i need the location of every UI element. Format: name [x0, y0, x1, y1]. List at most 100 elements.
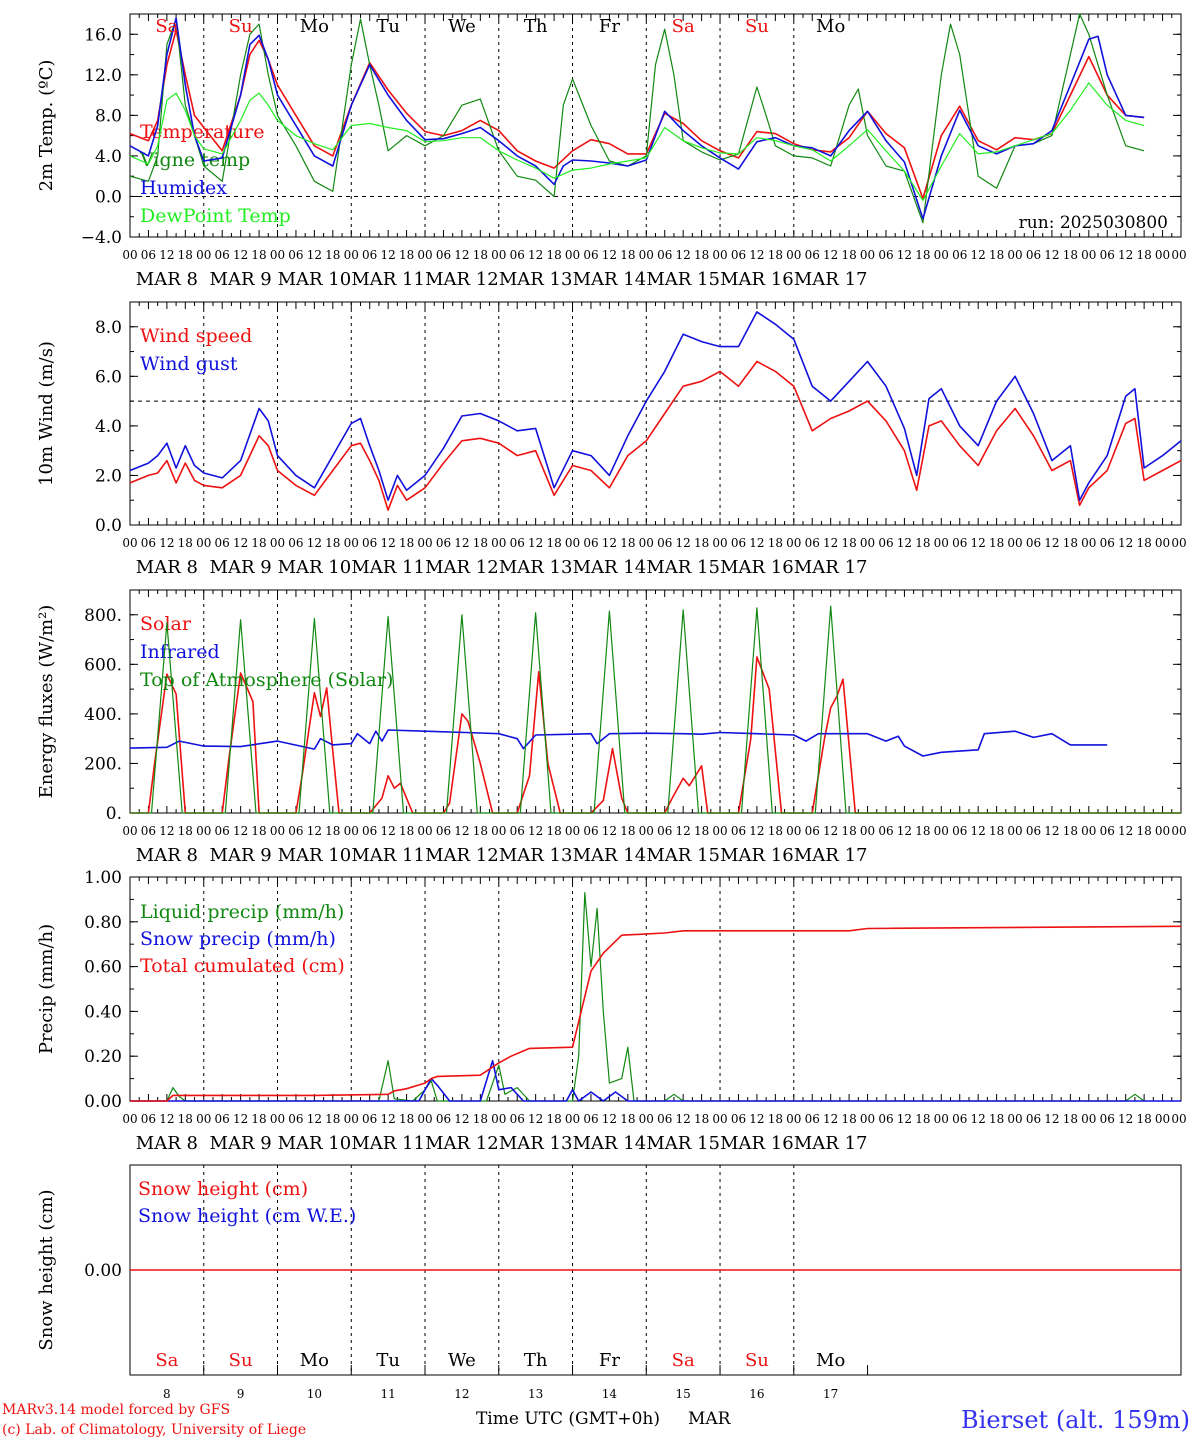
- y-axis-label: Snow height (cm): [36, 1189, 57, 1350]
- hour-tick-label: 18: [546, 1112, 561, 1126]
- y-tick-label: 1.00: [84, 868, 122, 888]
- hour-tick-label: 06: [362, 248, 377, 262]
- hour-tick-label: 12: [971, 536, 986, 550]
- panel-1: 16.0 12.0 8.0 4.0 0.0 −4.0 2m Temp. (ºC) Temper…: [36, 13, 1187, 290]
- day-name-label: Sa: [155, 16, 178, 37]
- hour-tick-label: 00: [122, 536, 137, 550]
- hour-tick-label: 18: [989, 1112, 1004, 1126]
- hour-tick-label: 18: [546, 248, 561, 262]
- hour-tick-label: 00: [1171, 248, 1186, 262]
- hour-tick-label: 06: [141, 1112, 156, 1126]
- hour-tick-label: 12: [233, 536, 248, 550]
- hour-tick-label: 06: [1100, 536, 1115, 550]
- day-name-label: Fr: [599, 16, 620, 37]
- y-tick-label: 800.: [84, 606, 122, 626]
- hour-tick-label: 12: [528, 536, 543, 550]
- hour-tick-label: 12: [602, 536, 617, 550]
- hour-tick-label: 06: [436, 824, 451, 838]
- y-tick-label: 200.: [84, 754, 122, 774]
- hour-tick-label: 12: [602, 824, 617, 838]
- hour-tick-label: 18: [620, 824, 635, 838]
- hour-tick-label: 18: [473, 536, 488, 550]
- hour-tick-label: 00: [1171, 536, 1186, 550]
- hour-tick-label: 06: [657, 248, 672, 262]
- hour-tick-label: 06: [583, 536, 598, 550]
- hour-tick-label: 00: [1155, 536, 1170, 550]
- day-name-label: Tu: [376, 1350, 400, 1371]
- hour-tick-label: 18: [1136, 824, 1151, 838]
- hour-tick-label: 00: [417, 1112, 432, 1126]
- day-name-label: Su: [745, 16, 769, 37]
- series-line-infrared: [129, 729, 1108, 757]
- day-number-label: 12: [454, 1387, 469, 1401]
- legend-entry: Snow height (cm W.E.): [138, 1205, 356, 1227]
- hour-tick-label: 06: [362, 536, 377, 550]
- hour-tick-label: 18: [694, 1112, 709, 1126]
- hour-tick-label: 06: [141, 536, 156, 550]
- legend-entry: DewPoint Temp: [140, 205, 291, 227]
- plot-frame: [129, 301, 1182, 526]
- hour-tick-label: 12: [454, 248, 469, 262]
- y-tick-label: 400.: [84, 705, 122, 725]
- hour-tick-label: 12: [233, 1112, 248, 1126]
- credit-lab: (c) Lab. of Climatology, University of L…: [2, 1422, 306, 1438]
- hour-tick-label: 06: [878, 536, 893, 550]
- series-line-dewpoint-temp: [129, 82, 1145, 202]
- day-name-label: Sa: [155, 1350, 178, 1371]
- hour-tick-label: 18: [915, 824, 930, 838]
- hour-tick-label: 12: [749, 824, 764, 838]
- date-label: MAR 16: [720, 557, 794, 578]
- hour-tick-label: 06: [878, 248, 893, 262]
- hour-tick-label: 06: [215, 824, 230, 838]
- date-label: MAR 17: [794, 845, 868, 866]
- x-axis-month: MAR: [688, 1409, 732, 1429]
- day-name-label: Th: [524, 1350, 548, 1371]
- hour-tick-label: 00: [565, 1112, 580, 1126]
- date-label: MAR 17: [794, 269, 868, 290]
- hour-tick-label: 18: [251, 1112, 266, 1126]
- y-tick-label: 0.80: [84, 913, 122, 933]
- hour-tick-label: 18: [620, 248, 635, 262]
- hour-tick-label: 12: [602, 248, 617, 262]
- hour-tick-label: 00: [639, 536, 654, 550]
- hour-tick-label: 12: [528, 824, 543, 838]
- plot-frame: [129, 13, 1182, 238]
- hour-tick-label: 06: [731, 1112, 746, 1126]
- hour-tick-label: 12: [380, 824, 395, 838]
- hour-tick-label: 18: [1136, 536, 1151, 550]
- y-tick-label: 6.0: [95, 367, 122, 387]
- hour-tick-label: 18: [768, 536, 783, 550]
- hour-tick-label: 00: [491, 248, 506, 262]
- hour-tick-label: 06: [731, 824, 746, 838]
- hour-tick-label: 12: [823, 248, 838, 262]
- legend-entry: Snow height (cm): [138, 1178, 308, 1200]
- hour-tick-label: 06: [215, 248, 230, 262]
- hour-tick-label: 12: [897, 248, 912, 262]
- date-label: MAR 13: [499, 269, 573, 290]
- hour-tick-label: 12: [1044, 536, 1059, 550]
- date-label: MAR 9: [210, 845, 272, 866]
- series-line-solar: [130, 656, 1181, 814]
- hour-tick-label: 12: [380, 1112, 395, 1126]
- day-name-label: Fr: [599, 1350, 620, 1371]
- day-name-label: Su: [745, 1350, 769, 1371]
- legend-entry: Vigne temp: [139, 149, 250, 171]
- day-number-label: 9: [237, 1387, 245, 1401]
- day-number-label: 10: [307, 1387, 322, 1401]
- hour-tick-label: 18: [325, 248, 340, 262]
- hour-tick-label: 12: [380, 248, 395, 262]
- y-tick-label: 0.0: [95, 516, 122, 536]
- hour-tick-label: 06: [731, 536, 746, 550]
- hour-tick-label: 12: [897, 536, 912, 550]
- hour-tick-label: 06: [657, 536, 672, 550]
- hour-tick-label: 00: [786, 824, 801, 838]
- hour-tick-label: 06: [362, 1112, 377, 1126]
- hour-tick-label: 18: [1063, 1112, 1078, 1126]
- hour-tick-label: 12: [1118, 248, 1133, 262]
- date-label: MAR 9: [210, 557, 272, 578]
- hour-tick-label: 00: [344, 1112, 359, 1126]
- hour-tick-label: 12: [528, 1112, 543, 1126]
- hour-tick-label: 00: [1007, 536, 1022, 550]
- hour-tick-label: 18: [1063, 248, 1078, 262]
- hour-tick-label: 00: [196, 1112, 211, 1126]
